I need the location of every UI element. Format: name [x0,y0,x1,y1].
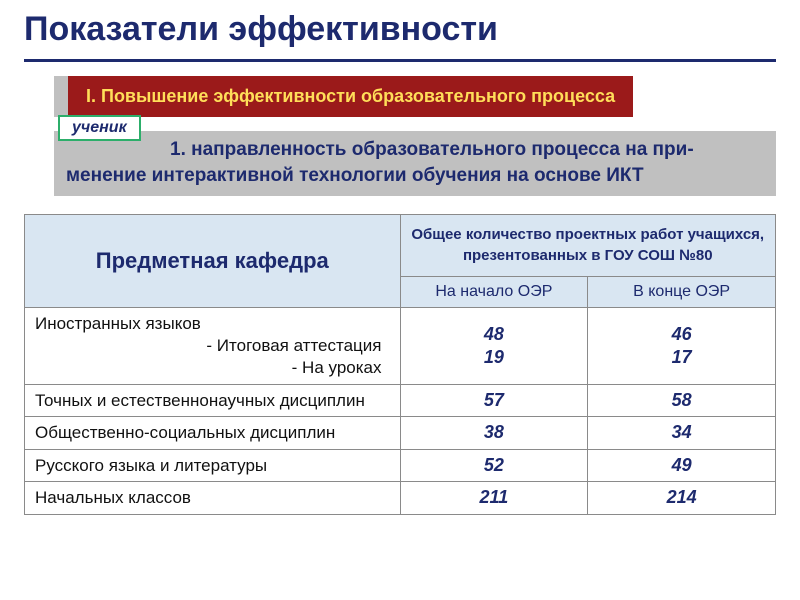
tag-label: ученик [58,115,141,141]
subhead-line2: менение интерактивной технологии обучени… [66,165,644,186]
subheading-block: ученик 1. направленность образовательног… [54,131,776,196]
row-label: Русского языка и литературы [25,449,401,481]
row-label-sub1: - Итоговая аттестация [35,335,390,357]
th-projects: Общее количество проектных работ учащихс… [400,215,776,277]
cell-value: 58 [588,385,776,417]
data-table: Предметная кафедра Общее количество прое… [24,214,776,514]
row-label: Точных и естественнонаучных дисциплин [25,385,401,417]
banner-accent [54,76,68,117]
row-label: Общественно-социальных дисциплин [25,417,401,449]
cell-value: 211 [400,482,588,514]
page-title: Показатели эффективности [24,10,776,49]
th-start: На начало ОЭР [400,276,588,307]
row-label-main: Иностранных языков [35,314,201,333]
th-department: Предметная кафедра [25,215,401,308]
row-label-sub2: - На уроках [35,357,390,379]
cell-value: 52 [400,449,588,481]
subheading-text: 1. направленность образовательного проце… [54,131,776,196]
cell-value: 46 17 [588,307,776,384]
section-banner: I. Повышение эффективности образовательн… [54,76,776,117]
row-label: Иностранных языков - Итоговая аттестация… [25,307,401,384]
title-underline [24,59,776,62]
cell-value: 49 [588,449,776,481]
cell-value: 57 [400,385,588,417]
subhead-line1: 1. направленность образовательного проце… [66,137,764,163]
table-row: Иностранных языков - Итоговая аттестация… [25,307,776,384]
table-row: Общественно-социальных дисциплин 38 34 [25,417,776,449]
table-row: Точных и естественнонаучных дисциплин 57… [25,385,776,417]
cell-value: 214 [588,482,776,514]
row-label: Начальных классов [25,482,401,514]
cell-value: 48 19 [400,307,588,384]
cell-value: 38 [400,417,588,449]
banner-text: I. Повышение эффективности образовательн… [68,76,633,117]
th-end: В конце ОЭР [588,276,776,307]
table-row: Начальных классов 211 214 [25,482,776,514]
cell-value: 34 [588,417,776,449]
table-row: Русского языка и литературы 52 49 [25,449,776,481]
